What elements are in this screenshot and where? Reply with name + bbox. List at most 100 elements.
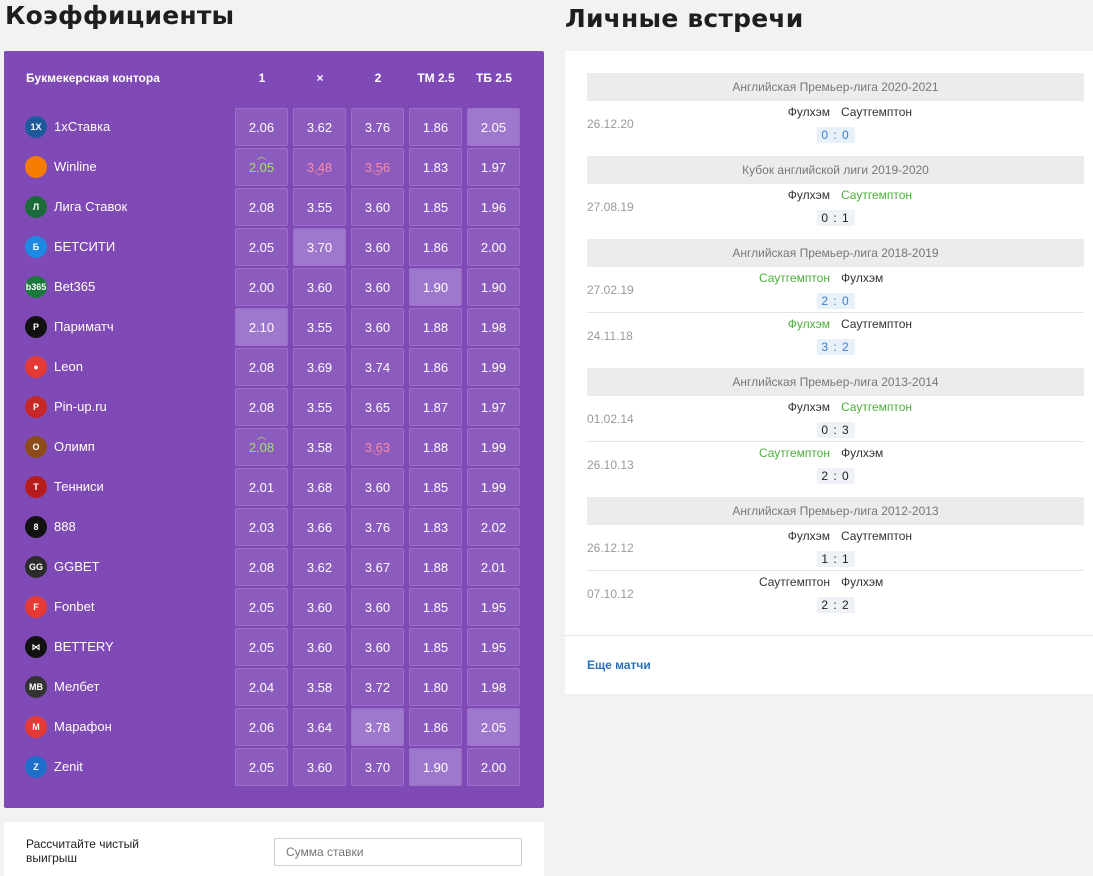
odds-cell[interactable]: 1.90 xyxy=(409,748,462,786)
odds-cell[interactable]: 3.58 xyxy=(293,668,346,706)
match-row[interactable]: 26.10.13 Саутгемптон Фулхэм 2 : 0 xyxy=(587,442,1084,488)
odds-cell[interactable]: 3.63 ﹀ xyxy=(351,428,404,466)
odds-cell[interactable]: 3.60 xyxy=(351,588,404,626)
match-row[interactable]: 26.12.20 Фулхэм Саутгемптон 0 : 0 xyxy=(587,101,1084,147)
bookmaker-logo-icon[interactable]: P xyxy=(25,316,47,338)
odds-cell[interactable]: 2.08 xyxy=(235,188,288,226)
odds-cell[interactable]: 1.85 xyxy=(409,468,462,506)
odds-cell[interactable]: 1.99 xyxy=(467,348,520,386)
odds-cell[interactable]: 3.60 xyxy=(293,268,346,306)
odds-cell[interactable]: 3.55 xyxy=(293,188,346,226)
odds-cell[interactable]: 1.86 xyxy=(409,708,462,746)
bookmaker-name[interactable]: Марафон xyxy=(54,719,112,734)
bookmaker-name[interactable]: 888 xyxy=(54,519,76,534)
bookmaker-name[interactable]: Zenit xyxy=(54,759,83,774)
odds-cell[interactable]: 3.69 xyxy=(293,348,346,386)
odds-cell[interactable]: 1.97 xyxy=(467,388,520,426)
odds-cell[interactable]: 2.03 xyxy=(235,508,288,546)
odds-cell[interactable]: 1.88 xyxy=(409,308,462,346)
bookmaker-name[interactable]: Winline xyxy=(54,159,97,174)
odds-cell[interactable]: 1.97 xyxy=(467,148,520,186)
odds-cell[interactable]: 1.83 xyxy=(409,508,462,546)
odds-cell[interactable]: 3.58 xyxy=(293,428,346,466)
match-row[interactable]: 01.02.14 Фулхэм Саутгемптон 0 : 3 xyxy=(587,396,1084,442)
bookmaker-name[interactable]: 1xСтавка xyxy=(54,119,111,134)
odds-cell[interactable]: 3.60 xyxy=(351,308,404,346)
odds-cell[interactable]: 3.62 xyxy=(293,548,346,586)
odds-cell[interactable]: 3.56 ﹀ xyxy=(351,148,404,186)
odds-cell[interactable]: 3.74 xyxy=(351,348,404,386)
odds-cell[interactable]: 2.05 xyxy=(235,628,288,666)
bookmaker-name[interactable]: Тенниси xyxy=(54,479,104,494)
bookmaker-logo-icon[interactable] xyxy=(25,156,47,178)
odds-cell[interactable]: 1.88 xyxy=(409,428,462,466)
odds-cell[interactable]: 1.85 xyxy=(409,588,462,626)
odds-cell[interactable]: 2.05 xyxy=(235,748,288,786)
bookmaker-logo-icon[interactable]: GG xyxy=(25,556,47,578)
bookmaker-logo-icon[interactable]: Т xyxy=(25,476,47,498)
bookmaker-logo-icon[interactable]: b365 xyxy=(25,276,47,298)
odds-cell[interactable]: 1.98 xyxy=(467,308,520,346)
odds-cell[interactable]: 3.48 ﹀ xyxy=(293,148,346,186)
odds-cell[interactable]: 3.62 xyxy=(293,108,346,146)
bookmaker-logo-icon[interactable]: 1X xyxy=(25,116,47,138)
odds-cell[interactable]: 1.99 xyxy=(467,428,520,466)
odds-cell[interactable]: 3.60 xyxy=(351,468,404,506)
bookmaker-logo-icon[interactable]: Z xyxy=(25,756,47,778)
bookmaker-logo-icon[interactable]: P xyxy=(25,396,47,418)
odds-cell[interactable]: 3.66 xyxy=(293,508,346,546)
bookmaker-name[interactable]: Fonbet xyxy=(54,599,95,614)
bookmaker-name[interactable]: Мелбет xyxy=(54,679,100,694)
odds-cell[interactable]: 3.55 xyxy=(293,388,346,426)
odds-cell[interactable]: 2.00 xyxy=(467,748,520,786)
odds-cell[interactable]: 2.00 xyxy=(235,268,288,306)
bookmaker-name[interactable]: Олимп xyxy=(54,439,95,454)
odds-cell[interactable]: 3.60 xyxy=(293,628,346,666)
odds-cell[interactable]: 2.06 xyxy=(235,108,288,146)
bookmaker-name[interactable]: BETTERY xyxy=(54,639,114,654)
more-matches-link[interactable]: Еще матчи xyxy=(587,658,651,672)
odds-cell[interactable]: 3.68 xyxy=(293,468,346,506)
odds-cell[interactable]: 1.85 xyxy=(409,628,462,666)
odds-cell[interactable]: 2.08 xyxy=(235,348,288,386)
bookmaker-logo-icon[interactable]: M xyxy=(25,716,47,738)
odds-cell[interactable]: 3.76 xyxy=(351,108,404,146)
odds-cell[interactable]: 3.64 xyxy=(293,708,346,746)
odds-cell[interactable]: 3.60 xyxy=(293,748,346,786)
odds-cell[interactable]: 3.70 xyxy=(351,748,404,786)
match-row[interactable]: 24.11.18 Фулхэм Саутгемптон 3 : 2 xyxy=(587,313,1084,359)
bookmaker-logo-icon[interactable]: MB xyxy=(25,676,47,698)
bookmaker-name[interactable]: Leon xyxy=(54,359,83,374)
odds-cell[interactable]: 1.98 xyxy=(467,668,520,706)
odds-cell[interactable]: 1.88 xyxy=(409,548,462,586)
odds-cell[interactable]: 2.08 xyxy=(235,388,288,426)
odds-cell[interactable]: 1.96 xyxy=(467,188,520,226)
match-row[interactable]: 07.10.12 Саутгемптон Фулхэм 2 : 2 xyxy=(587,571,1084,617)
bookmaker-logo-icon[interactable]: ⋈ xyxy=(25,636,47,658)
odds-cell[interactable]: 1.95 xyxy=(467,588,520,626)
bookmaker-logo-icon[interactable]: Л xyxy=(25,196,47,218)
odds-cell[interactable]: 3.60 xyxy=(351,268,404,306)
odds-cell[interactable]: 1.90 xyxy=(467,268,520,306)
odds-cell[interactable]: 3.76 xyxy=(351,508,404,546)
odds-cell[interactable]: 2.05 xyxy=(467,108,520,146)
odds-cell[interactable]: 2.08 ︿ xyxy=(235,428,288,466)
odds-cell[interactable]: 1.83 xyxy=(409,148,462,186)
bookmaker-name[interactable]: Париматч xyxy=(54,319,114,334)
odds-cell[interactable]: 2.08 xyxy=(235,548,288,586)
odds-cell[interactable]: 3.70 xyxy=(293,228,346,266)
odds-cell[interactable]: 1.99 xyxy=(467,468,520,506)
odds-cell[interactable]: 2.10 xyxy=(235,308,288,346)
match-row[interactable]: 26.12.12 Фулхэм Саутгемптон 1 : 1 xyxy=(587,525,1084,571)
bookmaker-name[interactable]: БЕТСИТИ xyxy=(54,239,116,254)
odds-cell[interactable]: 2.05 xyxy=(235,588,288,626)
odds-cell[interactable]: 2.00 xyxy=(467,228,520,266)
bookmaker-logo-icon[interactable]: F xyxy=(25,596,47,618)
stake-input[interactable] xyxy=(274,838,522,866)
odds-cell[interactable]: 2.05 ︿ xyxy=(235,148,288,186)
match-row[interactable]: 27.08.19 Фулхэм Саутгемптон 0 : 1 xyxy=(587,184,1084,230)
odds-cell[interactable]: 3.72 xyxy=(351,668,404,706)
odds-cell[interactable]: 2.05 xyxy=(467,708,520,746)
bookmaker-name[interactable]: Pin-up.ru xyxy=(54,399,107,414)
odds-cell[interactable]: 1.87 xyxy=(409,388,462,426)
